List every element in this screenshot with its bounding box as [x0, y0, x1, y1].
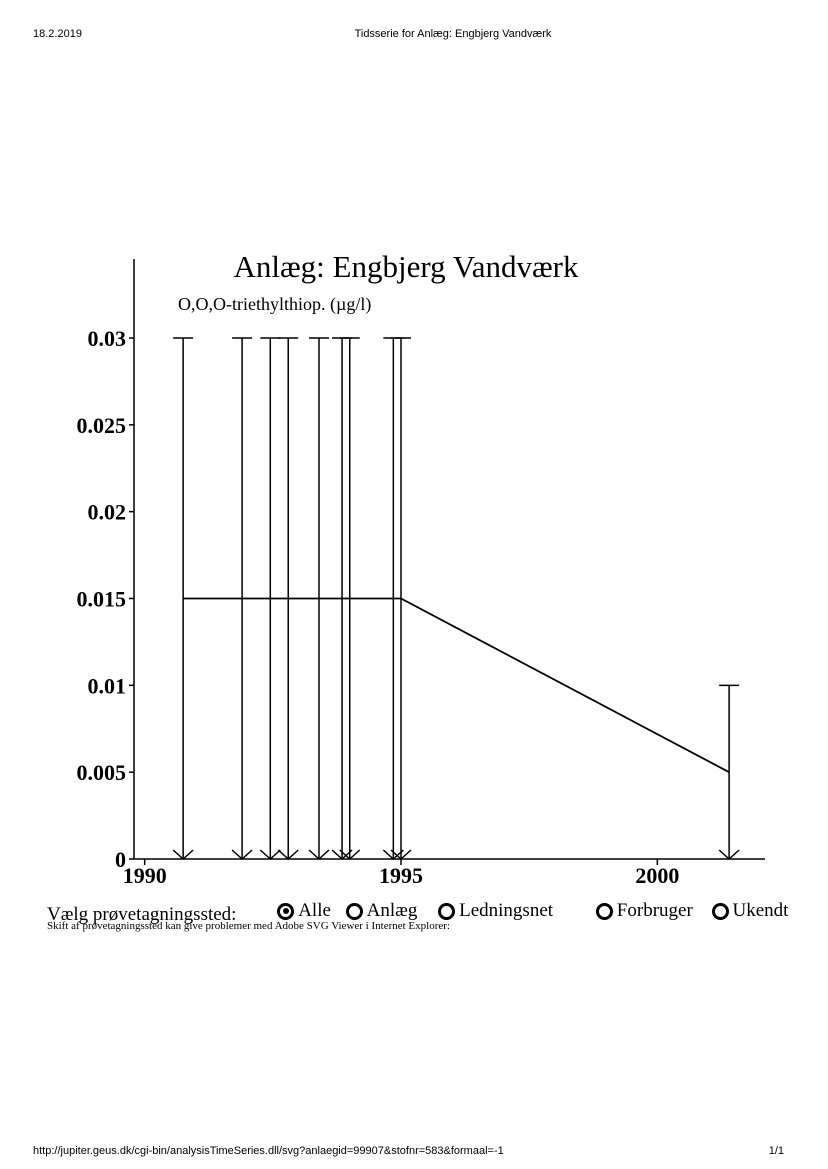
series-line: [183, 597, 730, 773]
x-tick-label: 1990: [123, 863, 167, 888]
radio-option-ukendt[interactable]: Ukendt: [711, 900, 789, 922]
radio-option-forbruger[interactable]: Forbruger: [595, 900, 693, 922]
chart-title: Anlæg: Engbjerg Vandværk: [233, 249, 579, 284]
chart: Anlæg: Engbjerg Vandværk O,O,O-triethylth…: [77, 249, 765, 888]
y-tick-label: 0.005: [77, 760, 127, 785]
y-tick-label: 0.03: [88, 326, 127, 351]
x-tick-label: 2000: [635, 863, 679, 888]
option-label: Ledningsnet: [459, 900, 554, 921]
radio-checked-icon[interactable]: [277, 902, 295, 920]
y-tick-label: 0.015: [77, 587, 127, 612]
radio-option-anlaeg[interactable]: Anlæg: [345, 900, 418, 922]
option-label: Anlæg: [366, 900, 418, 921]
radio-icon[interactable]: [438, 902, 456, 920]
y-tick-label: 0.01: [88, 673, 127, 698]
range-bar-arrow: [231, 849, 253, 861]
range-bar-arrow: [339, 849, 361, 861]
print-page-number: 1/1: [768, 1145, 784, 1157]
print-title: Tidsserie for Anlæg: Engbjerg Vandværk: [354, 28, 552, 40]
radio-icon[interactable]: [345, 902, 363, 920]
y-tick-label: 0.02: [88, 500, 127, 525]
range-bar-arrow: [390, 849, 412, 861]
range-bar-arrow: [172, 849, 194, 861]
y-axis-label: O,O,O-triethylthiop. (µg/l): [178, 294, 371, 315]
sampling-site-selector: Vælg prøvetagningssted: Alle Anlæg Ledni…: [47, 900, 798, 926]
option-label: Forbruger: [616, 900, 693, 921]
print-url: http://jupiter.geus.dk/cgi-bin/analysisT…: [33, 1145, 504, 1157]
print-date: 18.2.2019: [33, 28, 82, 40]
selector-note: Skift af prøvetagningssted kan give prob…: [47, 920, 450, 932]
range-bar-arrow: [277, 849, 299, 861]
selector-label: Vælg prøvetagningssted:: [47, 903, 237, 925]
range-bar-arrow: [382, 849, 404, 861]
radio-option-ledningsnet[interactable]: Ledningsnet: [438, 900, 553, 922]
range-bar-arrow: [308, 849, 330, 861]
radio-option-alle[interactable]: Alle: [277, 900, 331, 922]
range-bar-arrow: [259, 849, 281, 861]
range-bar-arrow: [331, 849, 353, 861]
radio-icon[interactable]: [711, 902, 729, 920]
option-label: Ukendt: [732, 900, 789, 921]
option-label: Alle: [298, 900, 331, 921]
x-tick-label: 1995: [379, 863, 423, 888]
y-tick-label: 0: [115, 847, 126, 872]
y-tick-label: 0.025: [77, 413, 127, 438]
radio-icon[interactable]: [595, 902, 613, 920]
range-bar-arrow: [718, 849, 740, 861]
